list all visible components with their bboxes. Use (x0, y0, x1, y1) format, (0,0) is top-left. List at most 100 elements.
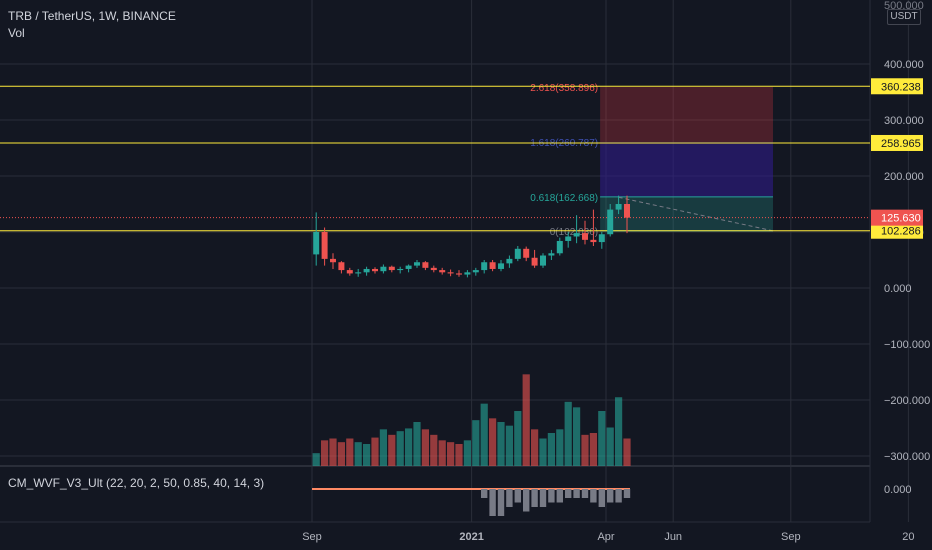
volume-bar (329, 438, 337, 466)
wvf-histogram-bar (531, 489, 538, 507)
volume-bar (413, 422, 421, 466)
fib-label: 0.618(162.668) (530, 193, 598, 204)
time-axis-label: Sep (302, 531, 322, 543)
candle-body (573, 233, 580, 237)
volume-bar (581, 434, 589, 466)
wvf-histogram-bar (523, 489, 530, 512)
candle-body (582, 233, 588, 240)
volume-bar (564, 401, 572, 466)
wvf-histogram-bar (615, 489, 622, 503)
wvf-histogram-bar (497, 489, 505, 516)
wvf-histogram-bar (506, 489, 513, 507)
candle-body (523, 248, 530, 258)
volume-bar (615, 397, 623, 466)
currency-unit-badge[interactable]: USDT (887, 9, 921, 25)
candle-body (422, 262, 429, 268)
symbol-title: TRB / TetherUS, 1W, BINANCE (8, 9, 176, 23)
volume-bar (388, 434, 396, 466)
level-badge (871, 78, 923, 95)
candle-body (430, 267, 437, 271)
fib-zone-2618 (600, 87, 773, 142)
wvf-histogram-bar (481, 489, 488, 498)
candle-body (380, 266, 387, 272)
price-axis-label: 300.000 (884, 115, 924, 127)
volume-bar (396, 431, 404, 466)
volume-bar (598, 411, 606, 466)
volume-bar (539, 438, 547, 466)
volume-bar (623, 438, 631, 466)
volume-bar (497, 422, 505, 466)
volume-bar (363, 444, 371, 466)
candle-body (489, 262, 496, 269)
time-axis-label: 2021 (459, 531, 483, 543)
wvf-histogram-bar (573, 489, 580, 498)
candle-body (372, 268, 378, 272)
volume-bar (430, 434, 438, 466)
wvf-histogram-bar (539, 489, 547, 507)
volume-bar (505, 425, 513, 466)
fib-label: 2.618(358.896) (530, 83, 598, 94)
candle-body (405, 265, 412, 269)
wvf-histogram-bar (565, 489, 572, 498)
candle-body (598, 234, 605, 243)
indicator-legend: CM_WVF_V3_Ult (22, 20, 2, 50, 0.85, 40, … (8, 476, 265, 490)
last-price-badge (871, 209, 923, 226)
candle-body (498, 263, 504, 269)
volume-bar (438, 440, 446, 466)
candle-body (330, 258, 336, 263)
candle-body (447, 272, 454, 274)
volume-bar (337, 442, 345, 466)
volume-legend: Vol (8, 26, 25, 40)
candle-body (363, 268, 370, 273)
price-axis-label: 200.000 (884, 171, 924, 183)
volume-bar (455, 444, 463, 466)
volume-bar (547, 433, 555, 466)
volume-bar (379, 429, 387, 466)
price-axis-label: −100.000 (884, 339, 930, 351)
last-price-text: 125.630 (881, 213, 921, 225)
volume-bar (556, 429, 564, 466)
level-badge (871, 134, 923, 151)
fib-trend-line (618, 196, 774, 232)
wvf-histogram-bar (590, 489, 597, 503)
candle-body (590, 239, 597, 243)
candle-body (548, 253, 555, 256)
volume-bar (573, 407, 581, 466)
fib-label: 0(102.036) (550, 227, 598, 238)
candle-body (565, 236, 572, 241)
volume-bar (531, 429, 539, 466)
fib-zone-1618 (600, 141, 773, 197)
candle-body (556, 240, 563, 254)
candle-body (439, 270, 446, 273)
candle-body (464, 272, 471, 275)
candle-body (388, 266, 395, 271)
wvf-histogram-bar (598, 489, 605, 507)
time-axis-label: Jun (664, 531, 682, 543)
volume-bar (522, 374, 530, 466)
wvf-axis-label: 0.000 (884, 484, 912, 496)
price-axis-label: −300.000 (884, 451, 930, 463)
candle-body (397, 268, 404, 271)
volume-bar (321, 440, 329, 466)
candle-body (607, 209, 614, 235)
price-axis-label: 0.000 (884, 283, 912, 295)
price-axis-label: −200.000 (884, 395, 930, 407)
wvf-histogram-bar (556, 489, 563, 503)
candle-body (506, 258, 513, 264)
candle-body (313, 232, 320, 255)
candle-body (624, 204, 630, 218)
price-axis-label: 400.000 (884, 59, 924, 71)
candle-body (456, 273, 462, 275)
volume-bar (489, 418, 497, 466)
volume-bar (405, 428, 413, 466)
wvf-histogram-bar (514, 489, 521, 503)
time-axis-label: Apr (597, 531, 614, 543)
wvf-histogram-bar (607, 489, 614, 503)
wvf-histogram-bar (623, 489, 631, 498)
time-axis-label: 20 (902, 531, 914, 543)
volume-bar (472, 420, 480, 466)
volume-bar (606, 427, 614, 466)
candle-body (414, 262, 420, 266)
level-badge-text: 258.965 (881, 138, 921, 150)
